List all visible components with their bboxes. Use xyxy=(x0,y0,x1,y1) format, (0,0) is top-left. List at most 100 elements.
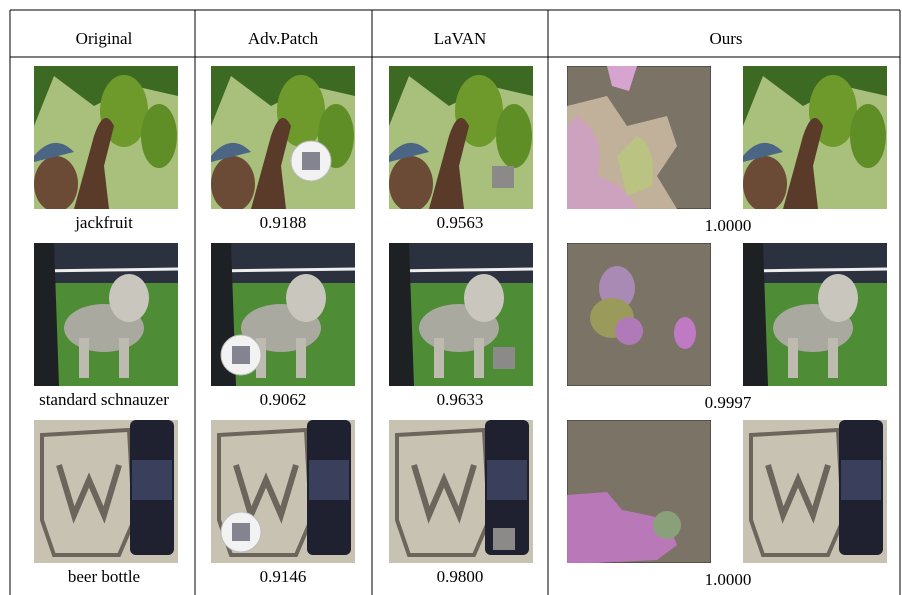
scene xyxy=(743,420,887,563)
scene xyxy=(211,420,355,563)
cap xyxy=(34,142,74,162)
patch xyxy=(492,166,514,188)
score: 0.9800 xyxy=(437,567,484,586)
fruit xyxy=(850,104,886,168)
face xyxy=(34,156,78,209)
dog-leg xyxy=(79,338,89,378)
sky xyxy=(743,243,887,283)
bottle-label xyxy=(487,460,527,500)
image xyxy=(389,243,533,386)
person xyxy=(389,243,414,386)
bottle-label xyxy=(309,460,349,500)
score: 0.9633 xyxy=(437,390,484,409)
logo-w xyxy=(56,464,122,524)
scene xyxy=(389,243,533,386)
cap xyxy=(211,142,251,162)
image xyxy=(211,420,355,563)
dog-head xyxy=(818,274,858,322)
rail xyxy=(743,267,887,273)
header-cell: Original xyxy=(76,29,133,48)
dog-head xyxy=(286,274,326,322)
sky xyxy=(34,243,178,283)
rail xyxy=(389,267,533,273)
logo-w xyxy=(233,464,299,524)
logo-w xyxy=(765,464,831,524)
score: 0.9188 xyxy=(260,213,307,232)
sky xyxy=(389,243,533,283)
logo xyxy=(749,427,846,557)
arm xyxy=(783,118,823,209)
row-label: beer bottle xyxy=(68,567,140,586)
patch-core xyxy=(232,523,250,541)
arm xyxy=(251,118,291,209)
logo xyxy=(217,427,314,557)
dog-leg xyxy=(296,338,306,378)
score: 1.0000 xyxy=(705,216,752,235)
rail xyxy=(211,267,355,273)
image xyxy=(211,66,355,209)
scene xyxy=(34,243,178,386)
row-label: jackfruit xyxy=(74,213,133,232)
arm xyxy=(429,118,469,209)
image xyxy=(211,243,355,386)
scene xyxy=(567,243,711,386)
image xyxy=(389,420,533,563)
person xyxy=(34,243,59,386)
cap xyxy=(743,142,783,162)
scene xyxy=(567,420,711,563)
dog-head xyxy=(464,274,504,322)
dog-leg xyxy=(434,338,444,378)
image xyxy=(34,66,178,209)
blob xyxy=(617,136,653,196)
image xyxy=(743,420,887,563)
scene xyxy=(567,66,711,209)
arm xyxy=(74,118,114,209)
patch-core xyxy=(302,152,320,170)
blob xyxy=(567,116,637,209)
scene xyxy=(211,66,355,209)
background xyxy=(567,243,711,386)
scene xyxy=(211,243,355,386)
fruit xyxy=(496,104,532,168)
logo xyxy=(40,427,137,557)
rail xyxy=(34,267,178,273)
blob xyxy=(674,317,696,349)
image xyxy=(567,420,711,563)
person xyxy=(743,243,768,386)
dog-leg xyxy=(474,338,484,378)
face xyxy=(389,156,433,209)
header-cell: Ours xyxy=(709,29,742,48)
patch-core xyxy=(232,346,250,364)
bottle-label xyxy=(841,460,881,500)
blob xyxy=(567,492,677,563)
dog-head xyxy=(109,274,149,322)
score: 0.9997 xyxy=(705,393,752,412)
image xyxy=(34,243,178,386)
dog-leg xyxy=(788,338,798,378)
dog-leg xyxy=(119,338,129,378)
row-label: standard schnauzer xyxy=(39,390,169,409)
score: 1.0000 xyxy=(705,570,752,589)
image xyxy=(743,243,887,386)
header-cell: LaVAN xyxy=(434,29,487,48)
dog-leg xyxy=(828,338,838,378)
logo xyxy=(395,427,492,557)
image xyxy=(567,66,711,209)
image xyxy=(34,420,178,563)
logo-w xyxy=(411,464,477,524)
patch xyxy=(493,528,515,550)
scene xyxy=(389,66,533,209)
score: 0.9062 xyxy=(260,390,307,409)
scene xyxy=(34,420,178,563)
sky xyxy=(211,243,355,283)
header-cell: Adv.Patch xyxy=(248,29,319,48)
blob xyxy=(653,511,681,539)
scene xyxy=(743,243,887,386)
fruit xyxy=(141,104,177,168)
face xyxy=(211,156,255,209)
cap xyxy=(389,142,429,162)
image xyxy=(567,243,711,386)
score: 0.9146 xyxy=(260,567,307,586)
